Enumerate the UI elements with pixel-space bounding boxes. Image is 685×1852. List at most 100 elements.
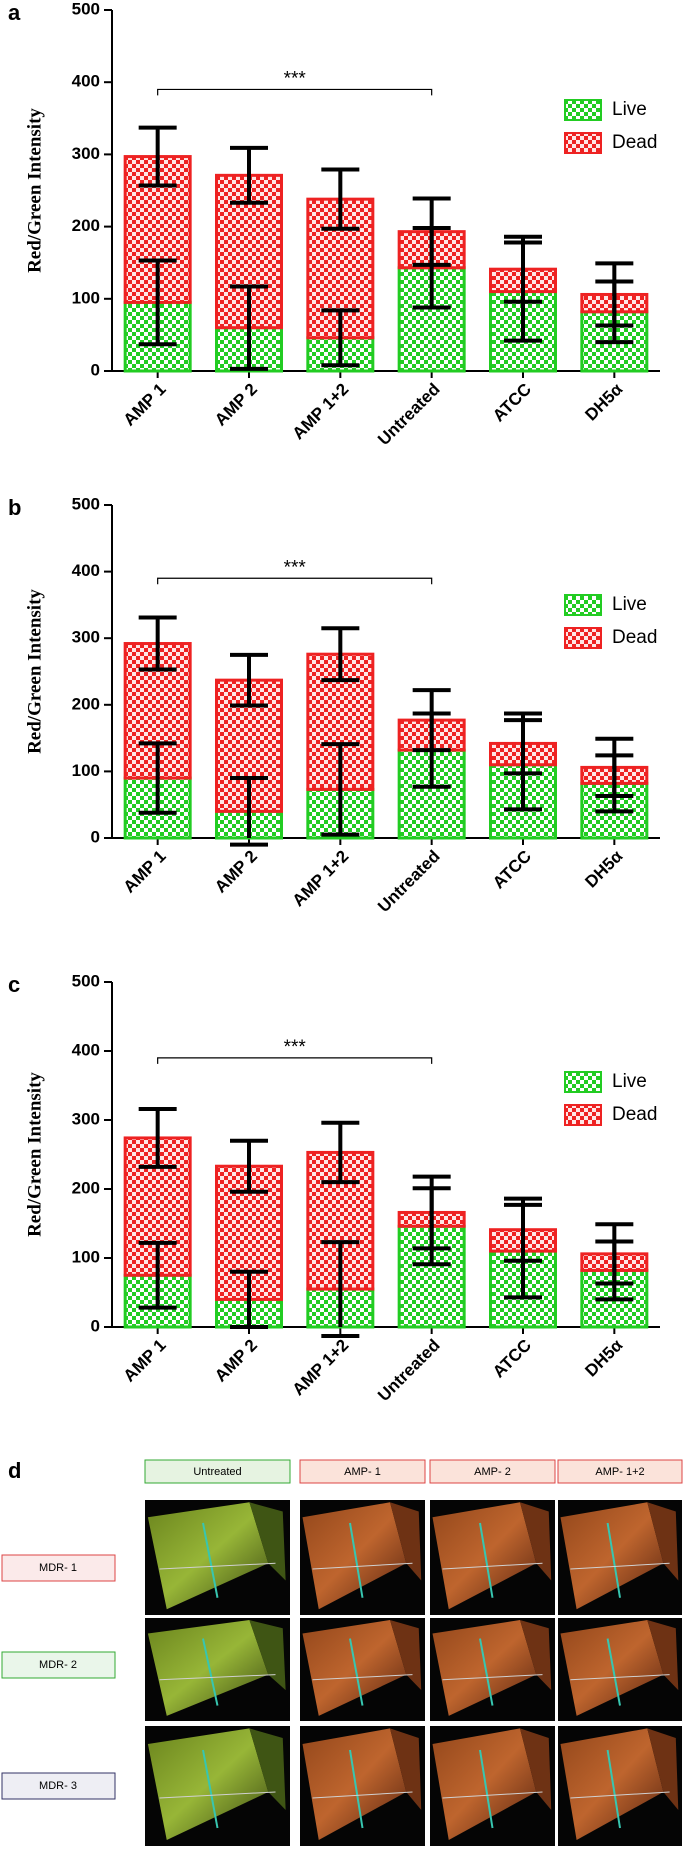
x-tick-label: AMP 1: [120, 380, 170, 430]
x-tick-label: AMP 2: [211, 1336, 261, 1386]
x-tick-label: ATCC: [489, 1336, 535, 1382]
row-header: MDR- 2: [39, 1659, 77, 1671]
column-header: AMP- 1+2: [595, 1466, 644, 1478]
error-bar: [230, 1138, 268, 1194]
row-header-box: [1, 1651, 116, 1679]
row-header: MDR- 3: [39, 1780, 77, 1792]
significance-label: ***: [284, 68, 307, 89]
image-side: [520, 1728, 552, 1810]
error-bar: [504, 1196, 542, 1263]
image-side: [390, 1728, 422, 1810]
image-side: [520, 1620, 552, 1691]
column-header-box: [299, 1459, 426, 1484]
image-side: [249, 1620, 286, 1691]
x-tick-label: AMP 1+2: [289, 380, 353, 444]
column-header-box: [144, 1459, 291, 1484]
image-volume: [432, 1728, 537, 1840]
x-tick-label: AMP 2: [211, 380, 261, 430]
image-axis: [312, 1791, 413, 1799]
image-axis: [202, 1749, 219, 1829]
error-bar: [595, 736, 634, 799]
image-axis: [570, 1674, 670, 1681]
error-bar: [504, 234, 542, 304]
image-axis: [312, 1562, 413, 1570]
panel-label: c: [8, 972, 20, 997]
x-tick-label: DH5α: [581, 379, 626, 424]
x-tick-label: ATCC: [489, 847, 535, 893]
error-bar: [138, 615, 177, 672]
y-tick-label: 400: [72, 1040, 100, 1059]
legend-swatch: [564, 627, 602, 649]
legend-label: Dead: [612, 132, 657, 153]
significance-label: ***: [284, 557, 307, 578]
error-bar: [138, 741, 177, 815]
panel-d: d Untreated AMP- 1 AMP- 2 AMP- 1+2 MDR- 1 MDR-…: [1, 1458, 683, 1846]
image-volume: [432, 1620, 537, 1716]
error-bar: [138, 1106, 177, 1169]
y-axis-label: Red/Green Intensity: [24, 1072, 45, 1237]
image-volume: [302, 1502, 407, 1610]
image-axis: [570, 1562, 670, 1570]
image-axis: [442, 1562, 543, 1570]
image-axis: [570, 1791, 670, 1799]
image-axis: [442, 1791, 543, 1799]
x-tick-label: DH5α: [581, 1335, 626, 1380]
error-bar: [412, 196, 451, 267]
legend-swatch: [564, 1071, 602, 1093]
image-side: [647, 1502, 679, 1581]
image-side: [647, 1728, 679, 1810]
x-tick-label: ATCC: [489, 380, 535, 426]
x-tick-label: AMP 1+2: [289, 847, 353, 911]
y-tick-label: 300: [72, 1109, 100, 1128]
image-side: [390, 1502, 422, 1581]
error-bar: [230, 145, 268, 205]
panel-label: b: [8, 495, 21, 520]
error-bar: [138, 258, 177, 347]
x-tick-label: Untreated: [374, 380, 444, 450]
significance-bracket: [157, 1057, 433, 1064]
error-bar: [230, 776, 268, 847]
error-bar: [138, 125, 177, 188]
error-bar: [321, 1240, 360, 1338]
legend-label: Dead: [612, 1104, 657, 1125]
image-axis: [442, 1674, 543, 1681]
image-volume: [302, 1620, 407, 1716]
image-axis: [606, 1522, 621, 1598]
column-header-box: [557, 1459, 683, 1484]
y-tick-label: 100: [72, 761, 100, 780]
image-volume: [147, 1728, 269, 1840]
image-axis: [479, 1638, 494, 1706]
error-bar: [321, 626, 360, 683]
row-header: MDR- 1: [39, 1562, 77, 1574]
legend-swatch: [564, 594, 602, 616]
row-header-box: [1, 1772, 116, 1800]
y-tick-label: 200: [72, 1178, 100, 1197]
image-axis: [349, 1522, 364, 1598]
image-axis: [606, 1749, 621, 1829]
y-tick-label: 200: [72, 694, 100, 713]
x-tick-label: Untreated: [374, 1336, 444, 1406]
column-header: AMP- 1: [344, 1466, 381, 1478]
x-tick-label: Untreated: [374, 847, 444, 917]
y-tick-label: 300: [72, 628, 100, 647]
error-bar: [230, 652, 268, 708]
image-side: [647, 1620, 679, 1691]
error-bar: [595, 1222, 634, 1286]
legend-swatch: [564, 99, 602, 121]
column-header: AMP- 2: [474, 1466, 511, 1478]
legend-label: Live: [612, 99, 647, 120]
image-axis: [479, 1522, 494, 1598]
image-axis: [349, 1638, 364, 1706]
y-tick-label: 200: [72, 216, 100, 235]
y-tick-label: 0: [91, 827, 100, 846]
error-bar: [321, 308, 360, 368]
image-volume: [147, 1620, 269, 1716]
x-tick-label: AMP 2: [211, 847, 261, 897]
y-tick-label: 500: [72, 971, 100, 990]
error-bar: [230, 1269, 268, 1329]
error-bar: [412, 1174, 451, 1251]
error-bar: [321, 167, 360, 231]
y-tick-label: 400: [72, 72, 100, 91]
image-volume: [432, 1502, 537, 1610]
legend-label: Live: [612, 594, 647, 615]
